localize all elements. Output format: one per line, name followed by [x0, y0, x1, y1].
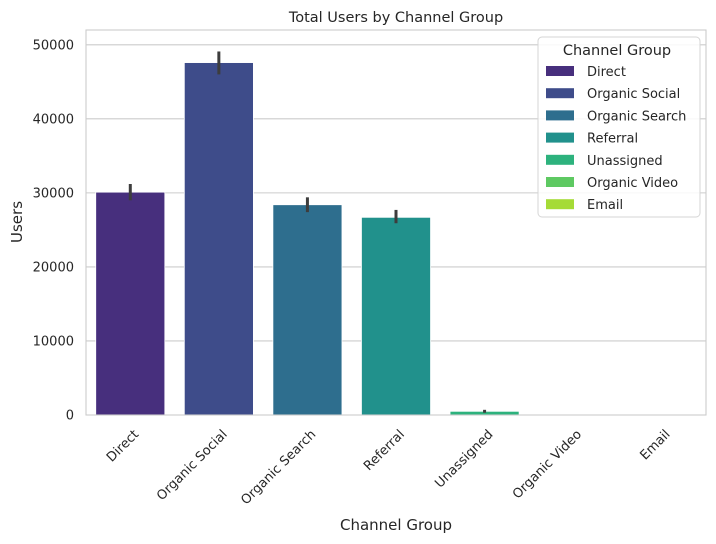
y-axis-label: Users — [8, 201, 26, 243]
y-tick-label: 0 — [66, 409, 74, 424]
y-tick-label: 10000 — [33, 334, 74, 349]
x-tick-label: Referral — [361, 427, 408, 474]
legend-swatch — [546, 177, 574, 187]
x-tick-label: Organic Video — [510, 427, 585, 502]
legend-items: Direct Organic Social Organic Search Referr… — [546, 65, 686, 213]
y-axis-ticks: 0 10000 20000 30000 40000 50000 — [33, 38, 74, 423]
x-tick-label: Direct — [104, 427, 142, 465]
legend-label: Email — [587, 198, 623, 213]
legend-swatch — [546, 199, 574, 210]
legend-box — [537, 36, 701, 218]
x-tick-label: Email — [637, 427, 673, 463]
legend-swatch — [546, 66, 574, 76]
legend-swatch — [546, 88, 574, 99]
legend-swatch — [546, 110, 574, 121]
bar-organic-search — [272, 204, 343, 416]
x-axis-label: Channel Group — [340, 516, 452, 534]
y-tick-label: 50000 — [33, 38, 74, 53]
legend-label: Direct — [587, 65, 626, 80]
legend-swatch — [546, 154, 574, 165]
y-tick-label: 20000 — [33, 260, 74, 275]
legend-title: Channel Group — [563, 43, 671, 59]
legend-swatch — [546, 132, 574, 143]
plot-frame — [85, 29, 707, 416]
bar-direct — [95, 191, 166, 416]
legend: Channel Group Direct Organic Social Organi… — [537, 36, 701, 218]
legend-label: Unassigned — [587, 154, 663, 169]
error-bars — [128, 51, 487, 413]
x-axis-ticks: Direct Organic Social Organic Search Referr… — [104, 427, 674, 508]
legend-label: Organic Social — [587, 87, 680, 102]
y-tick-label: 30000 — [33, 186, 74, 201]
bar-referral — [361, 216, 431, 416]
x-tick-label: Unassigned — [432, 427, 496, 491]
legend-label: Organic Search — [587, 109, 686, 124]
y-tick-label: 40000 — [33, 112, 74, 127]
bar-organic-social — [183, 62, 254, 416]
x-tick-label: Organic Social — [154, 427, 231, 504]
legend-label: Organic Video — [587, 176, 678, 191]
x-tick-label: Organic Search — [238, 427, 319, 508]
chart-title: Total Users by Channel Group — [288, 10, 503, 26]
legend-label: Referral — [587, 132, 638, 147]
